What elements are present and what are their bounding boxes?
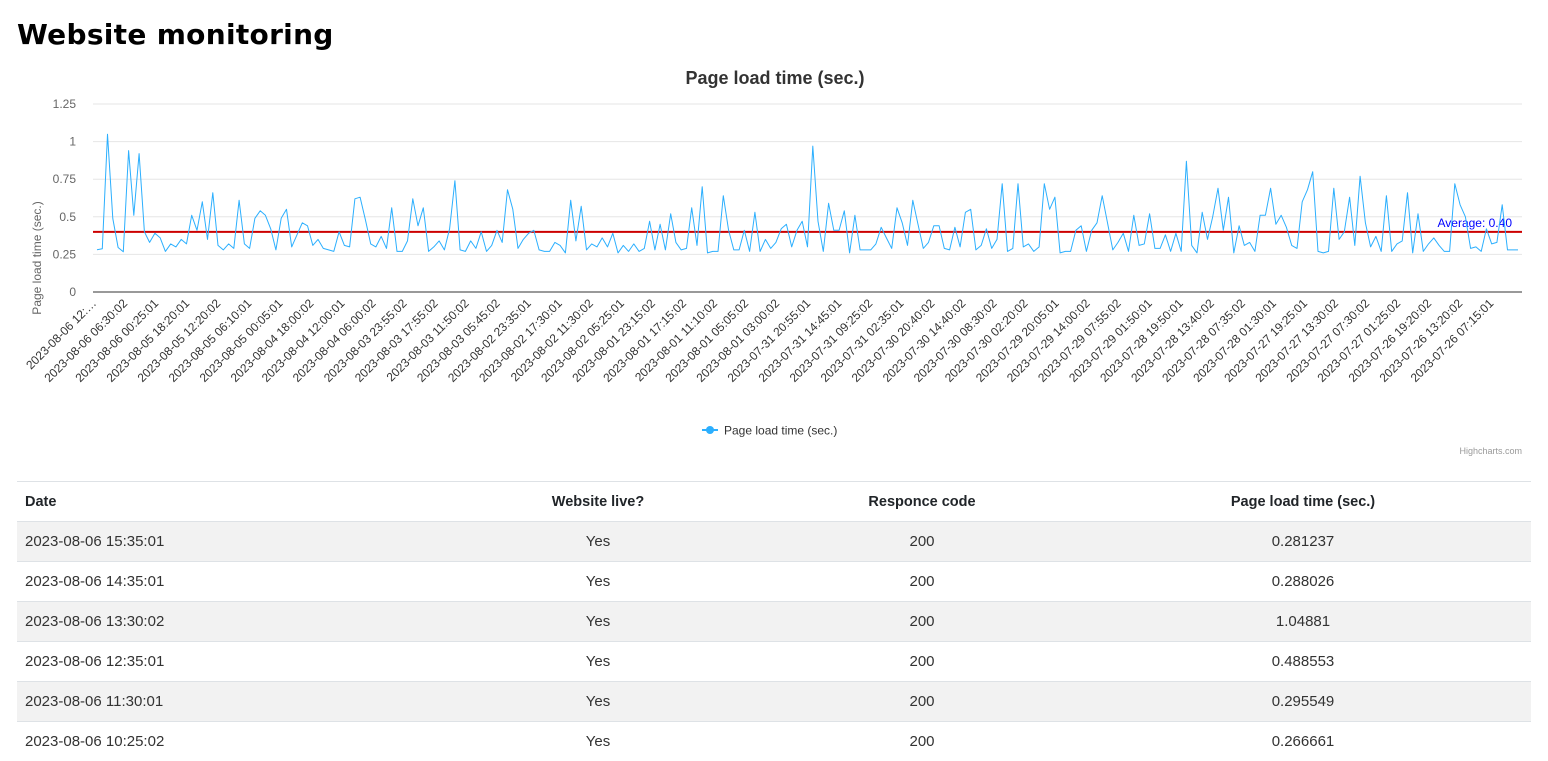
cell-website-live: Yes: [427, 722, 769, 761]
legend-marker-icon: [706, 426, 714, 434]
cell-date: 2023-08-06 14:35:01: [17, 562, 427, 602]
y-tick-label: 0: [69, 285, 76, 299]
cell-website-live: Yes: [427, 642, 769, 682]
y-tick-label: 0.75: [53, 172, 77, 186]
monitoring-table: Date Website live? Responce code Page lo…: [17, 481, 1531, 761]
cell-date: 2023-08-06 11:30:01: [17, 682, 427, 722]
page-title: Website monitoring: [17, 18, 334, 51]
cell-page-load-time: 1.04881: [1075, 602, 1531, 642]
cell-date: 2023-08-06 10:25:02: [17, 722, 427, 761]
average-label: Average: 0.40: [1437, 216, 1512, 230]
cell-date: 2023-08-06 12:35:01: [17, 642, 427, 682]
y-tick-label: 0.25: [53, 247, 77, 261]
column-header-date: Date: [17, 482, 427, 522]
series-line-page-load-time: [97, 134, 1518, 253]
table-header-row: Date Website live? Responce code Page lo…: [17, 482, 1531, 522]
cell-date: 2023-08-06 13:30:02: [17, 602, 427, 642]
y-axis-ticks: 0 0.25 0.5 0.75 1 1.25: [53, 97, 77, 299]
cell-page-load-time: 0.295549: [1075, 682, 1531, 722]
column-header-website-live: Website live?: [427, 482, 769, 522]
x-axis-ticks: 2023-08-06 12:…2023-08-06 06:30:022023-0…: [23, 296, 1496, 385]
column-header-page-load-time: Page load time (sec.): [1075, 482, 1531, 522]
chart-title: Page load time (sec.): [685, 68, 864, 88]
y-tick-label: 0.5: [59, 210, 76, 224]
y-tick-label: 1: [69, 135, 76, 149]
cell-response-code: 200: [769, 642, 1075, 682]
highcharts-credits[interactable]: Highcharts.com: [1459, 446, 1522, 456]
cell-response-code: 200: [769, 522, 1075, 562]
y-axis-title: Page load time (sec.): [30, 201, 44, 314]
column-header-response-code: Responce code: [769, 482, 1075, 522]
cell-page-load-time: 0.281237: [1075, 522, 1531, 562]
cell-page-load-time: 0.266661: [1075, 722, 1531, 761]
cell-response-code: 200: [769, 682, 1075, 722]
cell-response-code: 200: [769, 602, 1075, 642]
cell-website-live: Yes: [427, 602, 769, 642]
cell-response-code: 200: [769, 722, 1075, 761]
legend-item[interactable]: Page load time (sec.): [702, 424, 837, 438]
cell-website-live: Yes: [427, 562, 769, 602]
cell-response-code: 200: [769, 562, 1075, 602]
cell-website-live: Yes: [427, 682, 769, 722]
cell-website-live: Yes: [427, 522, 769, 562]
y-tick-label: 1.25: [53, 97, 77, 111]
page-load-chart: Page load time (sec.) 00.250.50.7511.25 …: [0, 60, 1548, 470]
cell-date: 2023-08-06 15:35:01: [17, 522, 427, 562]
cell-page-load-time: 0.488553: [1075, 642, 1531, 682]
cell-page-load-time: 0.288026: [1075, 562, 1531, 602]
legend-label: Page load time (sec.): [724, 424, 837, 438]
